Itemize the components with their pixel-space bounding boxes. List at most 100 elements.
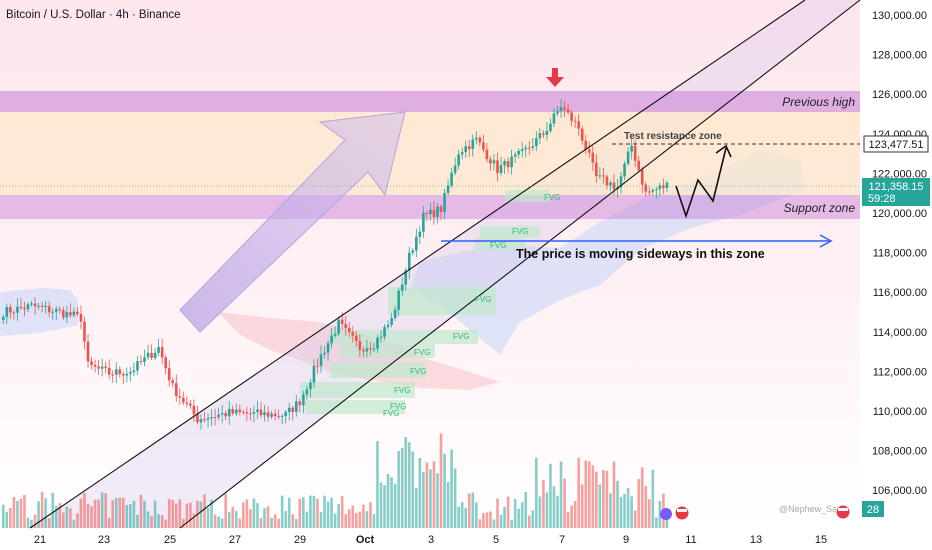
candle-body: [333, 333, 337, 336]
volume-bar: [245, 499, 249, 528]
fvg-box: [330, 362, 425, 378]
volume-bar: [231, 506, 235, 528]
volume-bar: [16, 500, 19, 528]
candle-body: [369, 348, 372, 350]
time-axis-ticks: 21 23 25 27 29 Oct 3 5 7 9 11 13 15: [34, 534, 827, 546]
candle-body: [319, 354, 323, 366]
time-tick-label: 11: [685, 534, 696, 546]
candle-body: [146, 352, 150, 358]
time-tick-label: 25: [164, 534, 176, 546]
sideways-label: The price is moving sideways in this zon…: [516, 247, 765, 261]
candle-body: [182, 397, 185, 403]
candle-body: [429, 209, 432, 215]
candle-body: [655, 189, 658, 191]
candle-body: [520, 149, 524, 151]
time-tick-label: 27: [229, 534, 241, 546]
time-tick-label: 21: [34, 534, 46, 546]
candle-body: [167, 368, 171, 381]
price-tick-label: 112,000.00: [873, 366, 927, 378]
candle-body: [189, 403, 192, 406]
candle-body: [12, 312, 16, 314]
volume-bar: [26, 517, 30, 528]
candle-body: [220, 413, 224, 415]
volume-bar: [612, 461, 616, 528]
candle-body: [612, 182, 616, 190]
volume-bar: [616, 480, 619, 528]
volume-bar: [160, 515, 164, 528]
fvg-label: FVG: [410, 367, 426, 376]
volume-bar: [323, 495, 326, 528]
candle-body: [644, 184, 648, 192]
candle-body: [100, 366, 104, 369]
candle-body: [432, 209, 436, 217]
chart-title: Bitcoin / U.S. Dollar · 4h · Binance: [6, 9, 181, 21]
volume-bar: [76, 513, 79, 528]
volume-bar: [280, 495, 284, 528]
candle-body: [609, 182, 612, 186]
volume-bar: [259, 518, 263, 528]
candle-body: [234, 409, 238, 414]
candle-body: [376, 337, 379, 349]
volume-bar: [496, 498, 499, 528]
volume-bar: [591, 465, 595, 528]
candle-body: [107, 368, 111, 375]
candle-body: [206, 418, 210, 420]
fvg-label: FVG: [453, 332, 469, 341]
resistance-zone: [0, 110, 860, 195]
volume-bar: [238, 518, 242, 528]
volume-bar: [404, 437, 408, 528]
volume-bar: [347, 509, 351, 528]
volume-bar: [54, 505, 58, 528]
candle-body: [457, 154, 460, 166]
candle-body: [517, 150, 520, 155]
candle-body: [499, 165, 503, 174]
candle-body: [305, 389, 309, 395]
candle-body: [83, 321, 86, 342]
candle-body: [284, 412, 287, 416]
candle-body: [503, 161, 506, 166]
candle-body: [538, 133, 542, 139]
candle-body: [386, 324, 390, 328]
volume-bar: [506, 496, 510, 528]
volume-bar: [630, 496, 633, 528]
volume-bar: [527, 515, 531, 528]
candle-body: [439, 206, 443, 213]
candle-body: [393, 309, 397, 319]
candle-body: [178, 396, 182, 398]
ichimoku-cloud-mid: [410, 150, 805, 355]
level-label-box: [863, 135, 929, 153]
channel-lower-line: [179, 0, 861, 529]
volume-bar: [136, 514, 139, 528]
volume-bar: [545, 492, 549, 528]
candle-body: [5, 307, 9, 317]
candle-body: [415, 236, 418, 251]
volume-bar: [97, 499, 100, 528]
candle-body: [90, 361, 93, 365]
sideways-arrow-head-icon: [819, 234, 833, 248]
price-tick-label: 110,000.00: [873, 406, 927, 418]
volume-bar: [122, 497, 125, 528]
volume-bar: [167, 498, 171, 528]
volume-bar: [566, 512, 570, 528]
volume-bar: [358, 511, 362, 528]
volume-bar: [256, 503, 259, 528]
volume-bar: [467, 493, 471, 528]
channel-upper-line: [29, 0, 806, 529]
flag-icon-stripe: [677, 509, 687, 512]
volume-bar: [47, 518, 51, 528]
previous-high-label: Previous high: [782, 95, 855, 109]
candle-body: [573, 120, 577, 122]
previous-high-zone: [0, 91, 860, 112]
volume-bar: [294, 519, 298, 528]
volume-bar: [249, 509, 252, 528]
volume-bar: [580, 484, 584, 528]
candle-body: [185, 402, 189, 404]
volume-bar: [577, 457, 580, 528]
volume-bar: [19, 498, 23, 528]
volume-bar: [5, 511, 9, 528]
volume-bar: [489, 511, 492, 528]
volume-bar: [111, 500, 115, 528]
candle-body: [404, 270, 408, 285]
volume-bar: [118, 497, 122, 528]
candle-body: [623, 163, 626, 177]
